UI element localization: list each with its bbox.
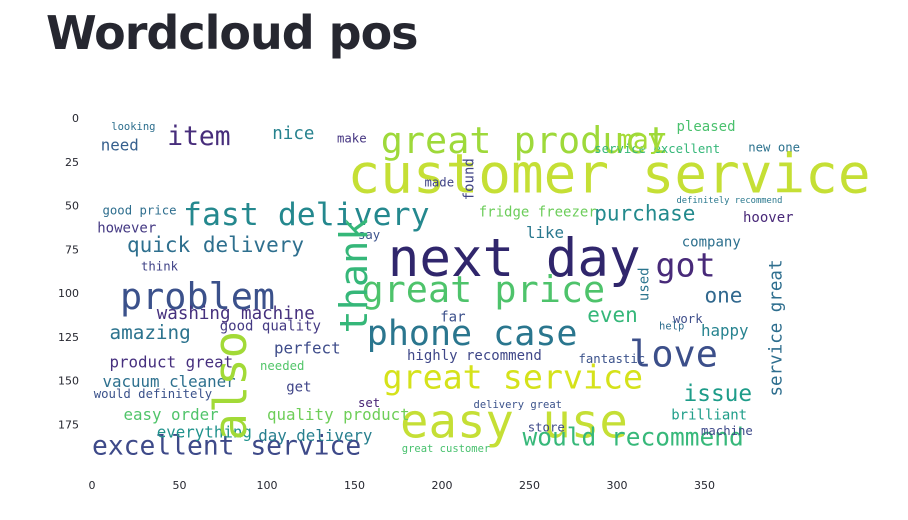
word-27: fridge freezer xyxy=(479,205,597,221)
word-26: like xyxy=(526,223,564,242)
word-53: new one xyxy=(748,140,800,154)
word-59: help xyxy=(659,320,684,332)
word-8: problem xyxy=(120,275,275,318)
word-17: issue xyxy=(684,381,753,407)
vertical-word-1: also xyxy=(204,331,257,441)
word-23: good price xyxy=(103,203,177,217)
word-29: hoover xyxy=(743,210,794,226)
word-49: make xyxy=(337,132,367,146)
x-tick-label-6: 300 xyxy=(607,479,628,492)
x-axis-ticks: 0 50 100 150 200 250 300 350 xyxy=(89,479,716,492)
vertical-word-4: found xyxy=(462,158,478,200)
word-0: customer service xyxy=(348,143,871,206)
x-tick-label-4: 200 xyxy=(432,479,453,492)
word-6: phone case xyxy=(367,314,578,354)
word-34: vacuum cleaner xyxy=(103,372,236,391)
x-tick-label-5: 250 xyxy=(519,479,540,492)
word-54: service excellent xyxy=(594,142,720,156)
word-40: highly recommend xyxy=(407,348,542,364)
word-52: work xyxy=(673,312,703,326)
word-22: need xyxy=(101,136,139,155)
word-45: needed xyxy=(260,359,304,373)
word-4: great price xyxy=(362,268,606,311)
word-36: easy order xyxy=(124,405,219,424)
word-46: get xyxy=(286,380,311,396)
word-2: easy use xyxy=(400,394,628,449)
word-9: love xyxy=(629,333,718,376)
word-19: one xyxy=(705,284,743,308)
x-tick-label-7: 350 xyxy=(694,479,715,492)
word-38: day delivery xyxy=(258,426,372,445)
word-14: excellent service xyxy=(92,432,361,462)
word-60: may xyxy=(617,125,665,155)
word-35: would definitely xyxy=(94,387,212,401)
word-44: machine xyxy=(701,424,753,438)
word-28: company xyxy=(682,234,741,250)
word-58: looking xyxy=(111,121,155,133)
word-12: quick delivery xyxy=(127,233,304,257)
y-tick-label-5: 125 xyxy=(58,331,79,344)
word-57: store xyxy=(528,420,565,434)
word-50: say xyxy=(358,228,380,242)
word-51: far xyxy=(440,310,465,326)
y-tick-label-0: 0 xyxy=(72,112,79,125)
word-31: good quality xyxy=(220,318,321,334)
vertical-word-2: service great xyxy=(767,260,787,397)
word-33: product great xyxy=(110,353,234,372)
vertical-word-0: thank xyxy=(332,218,377,334)
y-tick-label-6: 150 xyxy=(58,375,79,388)
y-axis-ticks: 0 25 50 75 100 125 150 175 xyxy=(58,112,79,431)
y-tick-label-7: 175 xyxy=(58,418,79,431)
page-title: Wordcloud pos xyxy=(46,6,419,60)
word-30: washing machine xyxy=(157,304,315,324)
word-42: happy xyxy=(701,321,749,340)
word-48: made xyxy=(425,175,455,189)
word-25: think xyxy=(141,259,179,273)
wordcloud-words: customer service next day easy use great pr… xyxy=(92,119,871,462)
word-18: even xyxy=(587,303,638,327)
word-15: would recommend xyxy=(523,422,744,451)
x-tick-label-2: 100 xyxy=(257,479,278,492)
word-61: definitely recommend xyxy=(677,196,783,206)
word-21: nice xyxy=(272,124,314,144)
word-43: brilliant xyxy=(671,408,747,424)
word-20: pleased xyxy=(677,119,736,135)
word-47: set xyxy=(358,396,380,410)
y-tick-label-1: 25 xyxy=(65,156,79,169)
word-55: delivery great xyxy=(474,399,563,411)
x-tick-label-0: 0 xyxy=(89,479,96,492)
y-tick-label-3: 75 xyxy=(65,243,79,256)
x-tick-label-3: 150 xyxy=(344,479,365,492)
word-5: fast delivery xyxy=(183,197,430,233)
word-1: next day xyxy=(388,228,641,289)
word-3: great product xyxy=(381,119,669,162)
word-32: perfect xyxy=(274,339,341,358)
word-11: item xyxy=(167,122,230,152)
word-39: quality product xyxy=(267,405,410,424)
word-16: amazing xyxy=(110,321,191,344)
word-41: fantastic xyxy=(579,352,646,366)
word-10: got xyxy=(656,245,716,284)
word-7: great service xyxy=(383,357,644,396)
word-37: everything xyxy=(157,423,252,442)
word-13: purchase xyxy=(594,201,695,225)
word-24: however xyxy=(97,220,156,236)
word-56: great customer xyxy=(402,443,491,455)
x-tick-label-1: 50 xyxy=(173,479,187,492)
vertical-word-3: used xyxy=(637,267,653,301)
y-tick-label-2: 50 xyxy=(65,200,79,213)
y-tick-label-4: 100 xyxy=(58,287,79,300)
